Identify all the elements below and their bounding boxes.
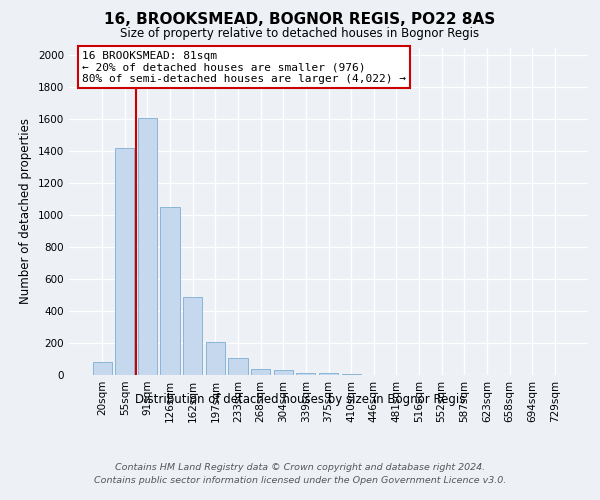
Text: Size of property relative to detached houses in Bognor Regis: Size of property relative to detached ho… xyxy=(121,28,479,40)
Text: Distribution of detached houses by size in Bognor Regis: Distribution of detached houses by size … xyxy=(135,392,465,406)
Y-axis label: Number of detached properties: Number of detached properties xyxy=(19,118,32,304)
Bar xyxy=(206,342,225,375)
Text: Contains public sector information licensed under the Open Government Licence v3: Contains public sector information licen… xyxy=(94,476,506,485)
Bar xyxy=(274,370,293,375)
Bar xyxy=(92,362,112,375)
Bar xyxy=(160,208,180,375)
Bar xyxy=(319,374,338,375)
Bar xyxy=(341,374,361,375)
Bar xyxy=(138,118,157,375)
Bar xyxy=(251,368,270,375)
Text: Contains HM Land Registry data © Crown copyright and database right 2024.: Contains HM Land Registry data © Crown c… xyxy=(115,462,485,471)
Bar xyxy=(183,296,202,375)
Bar xyxy=(296,372,316,375)
Bar xyxy=(229,358,248,375)
Text: 16 BROOKSMEAD: 81sqm
← 20% of detached houses are smaller (976)
80% of semi-deta: 16 BROOKSMEAD: 81sqm ← 20% of detached h… xyxy=(82,51,406,84)
Bar xyxy=(115,148,134,375)
Text: 16, BROOKSMEAD, BOGNOR REGIS, PO22 8AS: 16, BROOKSMEAD, BOGNOR REGIS, PO22 8AS xyxy=(104,12,496,28)
